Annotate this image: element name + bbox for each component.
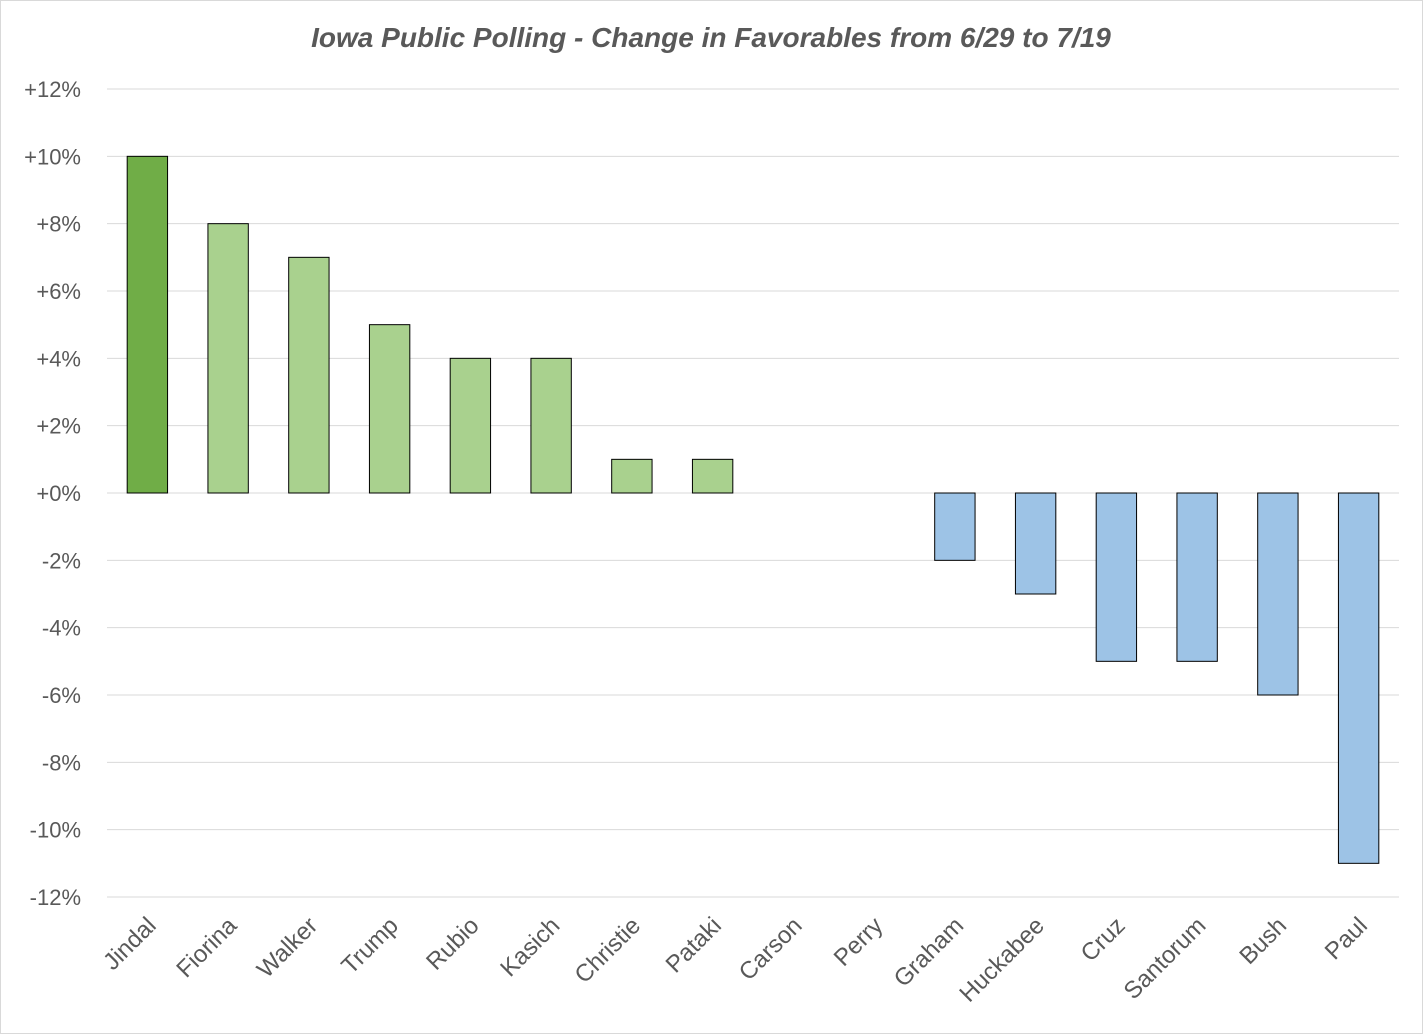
x-category-label: Pataki <box>661 912 727 978</box>
x-category-label: Trump <box>336 912 403 979</box>
y-tick-label: +8% <box>36 212 81 237</box>
y-tick-label: -4% <box>42 616 81 641</box>
bar-walker <box>288 256 330 494</box>
x-category-label: Christie <box>569 912 646 989</box>
bar-christie <box>611 458 653 494</box>
y-tick-label: +10% <box>24 144 81 169</box>
bar-kasich <box>530 357 572 494</box>
chart-title: Iowa Public Polling - Change in Favorabl… <box>311 22 1111 53</box>
bar-rubio <box>449 357 492 494</box>
bar-fiorina <box>207 223 249 494</box>
y-tick-label: -8% <box>42 750 81 775</box>
x-category-label: Bush <box>1234 912 1292 970</box>
y-tick-label: +12% <box>24 77 81 102</box>
bar-bush <box>1257 492 1299 696</box>
bar-cruz <box>1095 492 1138 662</box>
y-tick-label: +2% <box>36 414 81 439</box>
x-category-label: Rubio <box>421 912 484 975</box>
x-category-label: Santorum <box>1119 912 1212 1005</box>
y-tick-label: +4% <box>36 346 81 371</box>
x-category-label: Carson <box>734 912 808 986</box>
y-tick-label: +6% <box>36 279 81 304</box>
x-category-label: Walker <box>252 912 323 983</box>
y-tick-label: +0% <box>36 481 81 506</box>
x-category-label: Graham <box>889 912 969 992</box>
y-tick-label: -6% <box>42 683 81 708</box>
y-tick-label: -10% <box>30 818 81 843</box>
bar-graham <box>934 492 976 561</box>
bar-santorum <box>1176 492 1218 662</box>
x-category-label: Cruz <box>1076 912 1131 967</box>
x-category-label: Jindal <box>98 912 161 975</box>
bar-pataki <box>691 458 734 494</box>
bars <box>126 155 1380 864</box>
x-axis-category-labels: Jindal Fiorina Walker Trump Rubio Kasich Chris… <box>98 912 1373 1008</box>
x-category-label: Perry <box>829 912 889 972</box>
x-category-label: Huckabee <box>954 912 1050 1008</box>
bar-jindal <box>126 155 169 494</box>
x-category-label: Kasich <box>495 912 565 982</box>
y-tick-label: -12% <box>30 885 81 910</box>
y-axis-tick-labels: +12% +10% +8% +6% +4% +2% +0% -2% -4% -6% -8% -10% -… <box>24 77 81 910</box>
bar-paul <box>1337 492 1380 864</box>
bar-trump <box>368 324 411 494</box>
bar-huckabee <box>1014 492 1057 595</box>
x-category-label: Paul <box>1320 912 1373 965</box>
x-category-label: Fiorina <box>171 912 242 983</box>
y-tick-label: -2% <box>42 548 81 573</box>
